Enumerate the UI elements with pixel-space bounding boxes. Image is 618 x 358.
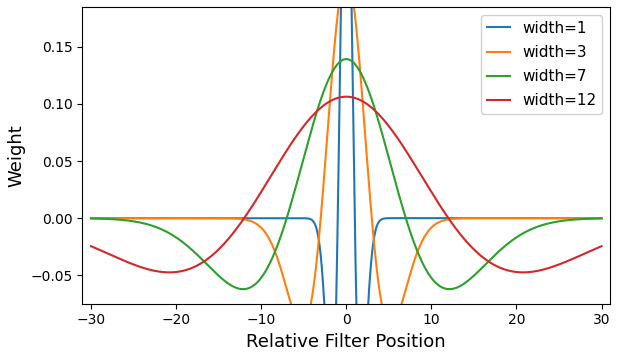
width=1 (176, 216, 183, 220)
width=7 (239, 287, 247, 291)
width=7 (145, 223, 153, 227)
width=12 (342, 95, 350, 99)
width=7 (342, 57, 350, 61)
width=1 (87, 216, 95, 220)
width=7 (588, 217, 596, 221)
Line: width=3: width=3 (91, 0, 601, 326)
width=12 (176, 269, 184, 274)
Y-axis label: Weight: Weight (7, 124, 25, 187)
width=3 (598, 216, 605, 220)
width=12 (305, 117, 313, 122)
width=7 (598, 216, 605, 221)
width=3 (387, 324, 394, 329)
width=12 (533, 269, 541, 273)
Line: width=7: width=7 (91, 59, 601, 289)
width=3 (87, 216, 95, 220)
width=12 (283, 148, 290, 152)
width=3 (145, 216, 153, 220)
width=3 (588, 216, 596, 220)
width=1 (283, 216, 290, 220)
Legend: width=1, width=3, width=7, width=12: width=1, width=3, width=7, width=12 (481, 15, 603, 114)
width=12 (145, 267, 153, 272)
width=3 (176, 216, 183, 220)
width=3 (283, 287, 290, 291)
X-axis label: Relative Filter Position: Relative Filter Position (247, 333, 446, 351)
width=12 (588, 248, 596, 252)
width=1 (588, 216, 596, 220)
width=1 (533, 216, 541, 220)
Line: width=1: width=1 (91, 0, 601, 358)
width=1 (145, 216, 153, 220)
width=7 (305, 136, 313, 140)
Line: width=12: width=12 (91, 97, 601, 272)
width=1 (305, 217, 313, 221)
width=1 (598, 216, 605, 220)
width=12 (166, 270, 173, 275)
width=7 (176, 238, 183, 242)
width=12 (87, 244, 95, 248)
width=7 (533, 225, 541, 229)
width=7 (87, 216, 95, 221)
width=3 (533, 216, 541, 220)
width=3 (305, 311, 313, 315)
width=7 (283, 215, 290, 219)
width=12 (598, 244, 605, 248)
